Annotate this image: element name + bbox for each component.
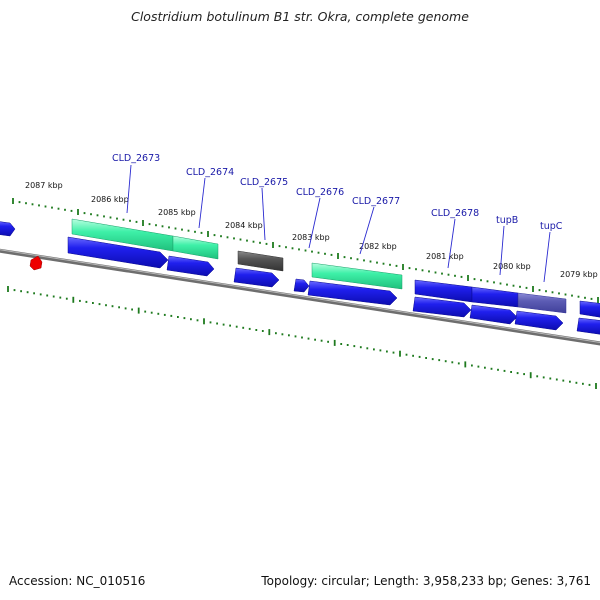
gene-feature-tupC[interactable] bbox=[517, 292, 567, 314]
gene-arrow[interactable] bbox=[576, 317, 600, 335]
feature-track-upper bbox=[71, 218, 600, 318]
map-title: Clostridium botulinum B1 str. Okra, comp… bbox=[131, 9, 469, 24]
gene-arrow[interactable] bbox=[293, 278, 310, 293]
gene-track-lower bbox=[0, 221, 600, 335]
gene-label-CLD_2674[interactable]: CLD_2674 bbox=[186, 167, 234, 178]
scale-label: 2087 kbp bbox=[25, 181, 63, 190]
red-marker[interactable] bbox=[29, 255, 43, 271]
scale-label: 2084 kbp bbox=[225, 221, 263, 230]
gene-arrow[interactable] bbox=[0, 221, 16, 237]
gene-feature-tupB[interactable] bbox=[471, 286, 519, 308]
genome-stats-label: Topology: circular; Length: 3,958,233 bp… bbox=[261, 574, 591, 588]
gene-labels: CLD_2673 CLD_2674 CLD_2675 CLD_2676 CLD_… bbox=[112, 153, 563, 232]
gene-arrow[interactable] bbox=[67, 236, 169, 269]
gene-feature-CLD_2677[interactable] bbox=[311, 262, 403, 290]
gene-label-tupB[interactable]: tupB bbox=[496, 215, 518, 226]
accession-label: Accession: NC_010516 bbox=[9, 574, 146, 588]
inner-tick-ring bbox=[7, 286, 597, 389]
scale-label: 2085 kbp bbox=[158, 208, 196, 217]
gene-arrow[interactable] bbox=[469, 304, 518, 325]
gene-label-CLD_2675[interactable]: CLD_2675 bbox=[240, 177, 288, 188]
gene-label-CLD_2678[interactable]: CLD_2678 bbox=[431, 208, 479, 219]
scale-label: 2080 kbp bbox=[493, 262, 531, 271]
scale-label: 2086 kbp bbox=[91, 195, 129, 204]
gene-label-CLD_2676[interactable]: CLD_2676 bbox=[296, 187, 344, 198]
gene-arrow[interactable] bbox=[307, 280, 398, 306]
gene-feature-CLD_2674[interactable] bbox=[172, 235, 219, 260]
gene-arrow[interactable] bbox=[514, 310, 564, 331]
gene-label-CLD_2677[interactable]: CLD_2677 bbox=[352, 196, 400, 207]
gene-label-CLD_2673[interactable]: CLD_2673 bbox=[112, 153, 160, 164]
genome-backbone bbox=[0, 248, 600, 346]
gene-arrow[interactable] bbox=[412, 296, 472, 318]
outer-tick-ring bbox=[12, 198, 599, 303]
gene-label-tupC[interactable]: tupC bbox=[540, 221, 563, 232]
gene-feature-edge[interactable] bbox=[579, 300, 600, 318]
genome-backbone-highlight bbox=[0, 249, 600, 343]
gene-feature-CLD_2675[interactable] bbox=[237, 250, 284, 272]
scale-label: 2079 kbp bbox=[560, 270, 598, 279]
gene-arrow[interactable] bbox=[233, 267, 280, 288]
gene-label-lines bbox=[126, 164, 551, 283]
scale-label: 2081 kbp bbox=[426, 252, 464, 261]
gene-arrow[interactable] bbox=[166, 255, 215, 277]
scale-label: 2082 kbp bbox=[359, 242, 397, 251]
